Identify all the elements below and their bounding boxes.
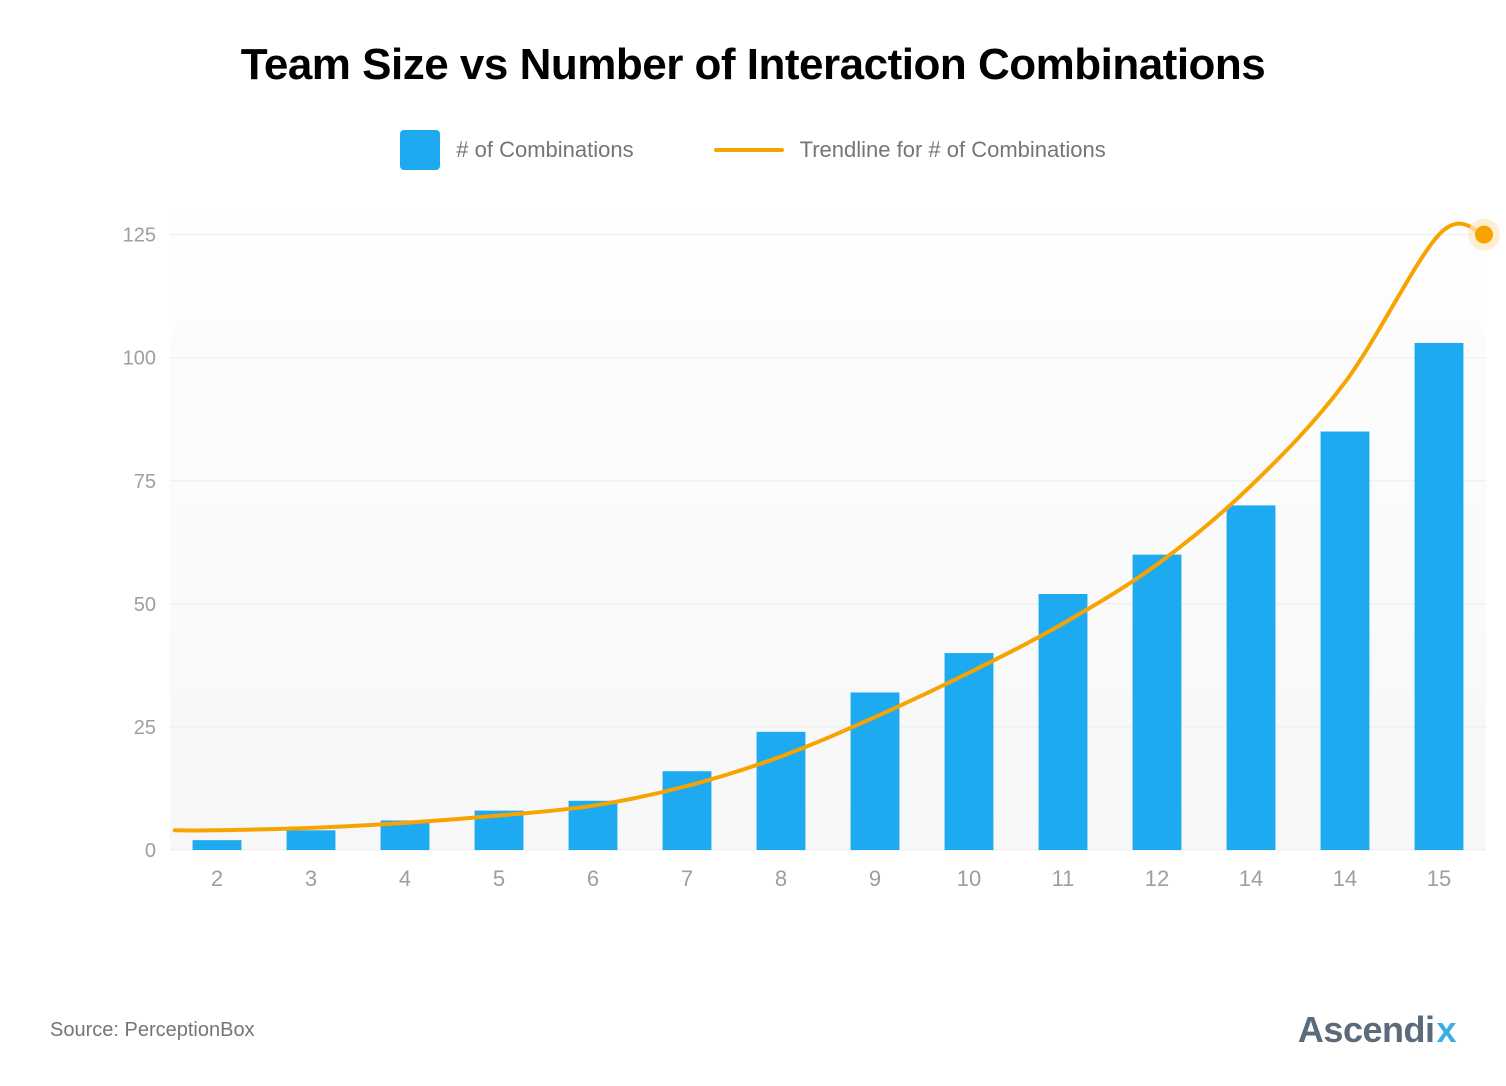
- svg-text:14: 14: [1239, 866, 1263, 890]
- chart-svg: 0 25 50 75 100 125 2 3 4 5 6 7 8 9 10 11 12 14 14 15: [120, 190, 1506, 890]
- brand-name: Ascendi: [1298, 1009, 1435, 1051]
- svg-text:25: 25: [134, 717, 156, 739]
- svg-text:4: 4: [399, 866, 411, 890]
- svg-text:15: 15: [1427, 866, 1451, 890]
- legend-bar-label: # of Combinations: [456, 137, 633, 163]
- legend-swatch-bar: [400, 130, 440, 170]
- chart-title: Team Size vs Number of Interaction Combi…: [50, 40, 1456, 90]
- svg-text:100: 100: [123, 348, 156, 370]
- brand-logo: Ascendix: [1298, 1009, 1456, 1051]
- legend-item-trend: Trendline for # of Combinations: [714, 137, 1106, 163]
- svg-text:10: 10: [957, 866, 981, 890]
- source-label: Source: PerceptionBox: [50, 1019, 255, 1042]
- svg-text:3: 3: [305, 866, 317, 890]
- svg-text:0: 0: [145, 840, 156, 862]
- svg-text:2: 2: [211, 866, 223, 890]
- svg-text:6: 6: [587, 866, 599, 890]
- svg-text:125: 125: [123, 225, 156, 247]
- svg-text:8: 8: [775, 866, 787, 890]
- svg-text:9: 9: [869, 866, 881, 890]
- svg-text:5: 5: [493, 866, 505, 890]
- svg-text:11: 11: [1052, 866, 1075, 890]
- legend: # of Combinations Trendline for # of Com…: [50, 130, 1456, 170]
- brand-suffix: x: [1436, 1009, 1456, 1051]
- chart-area: 0 25 50 75 100 125 2 3 4 5 6 7 8 9 10 11 12 14 14 15: [50, 190, 1456, 900]
- legend-line-label: Trendline for # of Combinations: [800, 137, 1106, 163]
- svg-text:75: 75: [134, 471, 156, 493]
- svg-text:12: 12: [1145, 866, 1169, 890]
- legend-swatch-line: [714, 148, 784, 152]
- svg-text:50: 50: [134, 594, 156, 616]
- legend-item-bars: # of Combinations: [400, 130, 633, 170]
- svg-text:7: 7: [681, 866, 693, 890]
- svg-text:14: 14: [1333, 866, 1357, 890]
